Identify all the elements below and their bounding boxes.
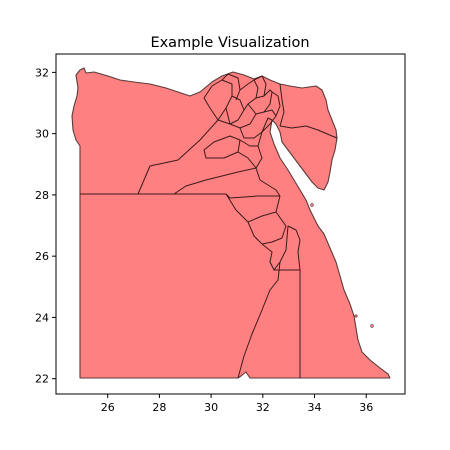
island-marker [310, 203, 314, 207]
chart-title: Example Visualization [150, 35, 309, 51]
boundary-line [247, 211, 287, 245]
x-tick-label: 36 [359, 401, 373, 414]
y-axis: 22 24 26 28 30 32 [35, 66, 56, 386]
boundary-line [225, 193, 281, 223]
y-tick-label: 28 [35, 189, 49, 202]
boundary-line [263, 109, 277, 117]
boundary-line [239, 139, 258, 147]
y-tick-label: 26 [35, 250, 49, 263]
boundary-line [203, 79, 233, 121]
boundary-line [255, 117, 273, 169]
plot-area [71, 67, 391, 379]
boundary-line [80, 193, 280, 199]
island-marker [354, 314, 358, 318]
boundary-line [279, 125, 338, 139]
x-tick-label: 28 [152, 401, 166, 414]
boundary-line [279, 83, 285, 127]
governorate-boundaries [80, 73, 338, 379]
x-tick-label: 32 [256, 401, 270, 414]
boundary-line [247, 89, 273, 115]
y-tick-label: 24 [35, 311, 49, 324]
y-tick-label: 32 [35, 66, 49, 79]
boundary-line [137, 107, 219, 195]
x-tick-label: 34 [308, 401, 322, 414]
x-tick-label: 26 [101, 401, 115, 414]
y-tick-label: 30 [35, 128, 49, 141]
boundary-line [237, 151, 257, 169]
boundary-line [274, 269, 301, 378]
boundary-line [203, 135, 241, 159]
boundary-line [225, 95, 245, 125]
boundary-line [239, 127, 263, 139]
boundary-line [173, 167, 257, 195]
boundary-line [237, 261, 281, 379]
boundary-line [253, 75, 267, 97]
x-axis: 26 28 30 32 34 36 [101, 394, 373, 414]
boundary-line [255, 167, 281, 197]
island-marker [370, 324, 374, 328]
boundary-line [221, 73, 241, 101]
y-tick-label: 22 [35, 373, 49, 386]
boundary-line [261, 91, 281, 133]
x-tick-label: 30 [204, 401, 218, 414]
boundary-line [217, 113, 257, 129]
axes-frame [55, 53, 406, 395]
boundary-line [287, 225, 301, 271]
egypt-landmass [71, 67, 391, 379]
